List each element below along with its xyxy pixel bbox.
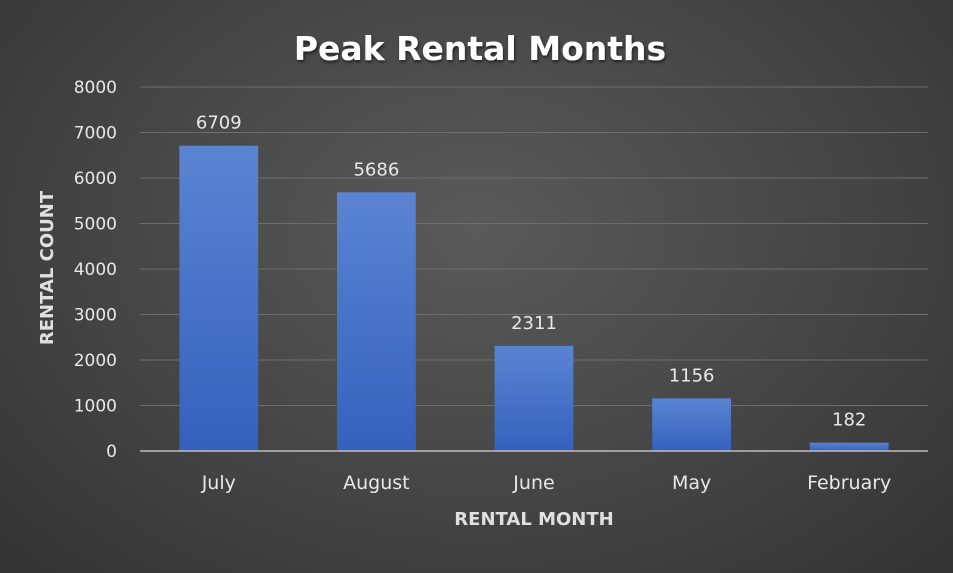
x-category-label: July [201, 472, 236, 494]
y-tick-label: 6000 [74, 169, 117, 189]
x-category-label: February [807, 472, 891, 494]
y-axis-ticks: 0 1000 2000 3000 4000 5000 6000 7000 8000 [74, 78, 117, 462]
x-category-label: May [672, 472, 711, 494]
bar [337, 192, 416, 452]
y-tick-label: 8000 [74, 78, 117, 98]
data-label: 2311 [511, 313, 557, 334]
x-category-label: August [343, 472, 410, 494]
data-label: 182 [832, 410, 866, 431]
y-tick-label: 1000 [74, 397, 117, 417]
y-axis-title: RENTAL COUNT [37, 190, 58, 345]
bar [179, 145, 259, 452]
data-label: 1156 [669, 365, 715, 386]
chart-title: Peak Rental Months [294, 29, 666, 68]
x-axis-categories: July August June May February [201, 472, 892, 494]
data-label: 5686 [353, 159, 399, 180]
y-tick-label: 2000 [74, 351, 117, 371]
y-tick-label: 5000 [74, 215, 117, 235]
x-category-label: June [512, 472, 554, 494]
y-tick-label: 7000 [74, 124, 117, 144]
bars [179, 145, 889, 452]
x-axis-title: RENTAL MONTH [454, 509, 613, 530]
bar [809, 442, 889, 451]
y-tick-label: 4000 [74, 260, 117, 280]
y-tick-label: 0 [106, 442, 117, 462]
bar [494, 345, 574, 451]
bar [652, 398, 731, 451]
y-tick-label: 3000 [74, 306, 117, 326]
data-labels: 6709 5686 2311 1156 182 [196, 113, 866, 431]
data-label: 6709 [196, 113, 242, 134]
gridlines [140, 86, 928, 406]
